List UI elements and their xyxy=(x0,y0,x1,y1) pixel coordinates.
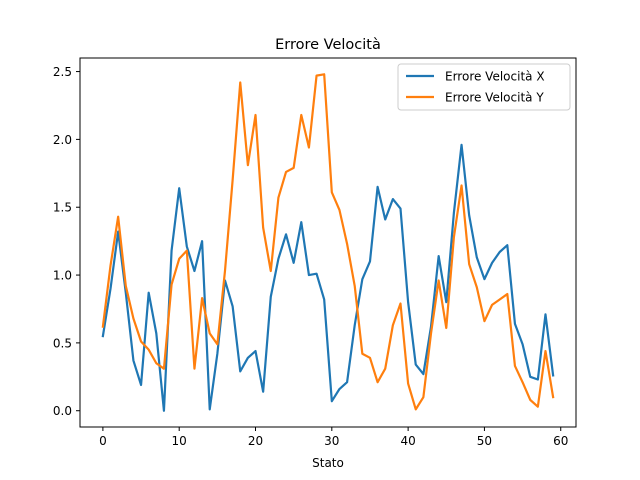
y-tick-label: 2.5 xyxy=(53,65,72,79)
x-axis: 0 10 20 30 40 50 60 xyxy=(99,427,568,448)
y-tick-label: 1.5 xyxy=(53,201,72,215)
x-tick-label: 50 xyxy=(477,434,492,448)
x-tick-label: 20 xyxy=(248,434,263,448)
chart-title: Errore Velocità xyxy=(275,37,381,53)
x-tick-label: 40 xyxy=(400,434,415,448)
plot-area-frame xyxy=(79,57,577,428)
legend-box xyxy=(397,63,571,111)
series-line-2 xyxy=(101,73,555,411)
y-axis: 0.0 0.5 1.0 1.5 2.0 2.5 xyxy=(53,65,80,418)
x-tick-label: 30 xyxy=(324,434,339,448)
x-tick-label: 0 xyxy=(99,434,107,448)
y-tick-label: 1.0 xyxy=(53,269,72,283)
legend-label-2: Errore Velocità Y xyxy=(445,91,544,105)
legend: Errore Velocità X Errore Velocità Y xyxy=(397,63,571,111)
y-tick-label: 0.0 xyxy=(53,404,72,418)
x-tick-label: 10 xyxy=(172,434,187,448)
legend-label-1: Errore Velocità X xyxy=(445,70,545,84)
y-tick-label: 2.0 xyxy=(53,133,72,147)
series-layer xyxy=(101,73,555,412)
x-tick-label: 60 xyxy=(553,434,568,448)
series-line-1 xyxy=(101,143,555,412)
x-axis-label: Stato xyxy=(312,456,344,470)
y-tick-label: 0.5 xyxy=(53,336,72,350)
